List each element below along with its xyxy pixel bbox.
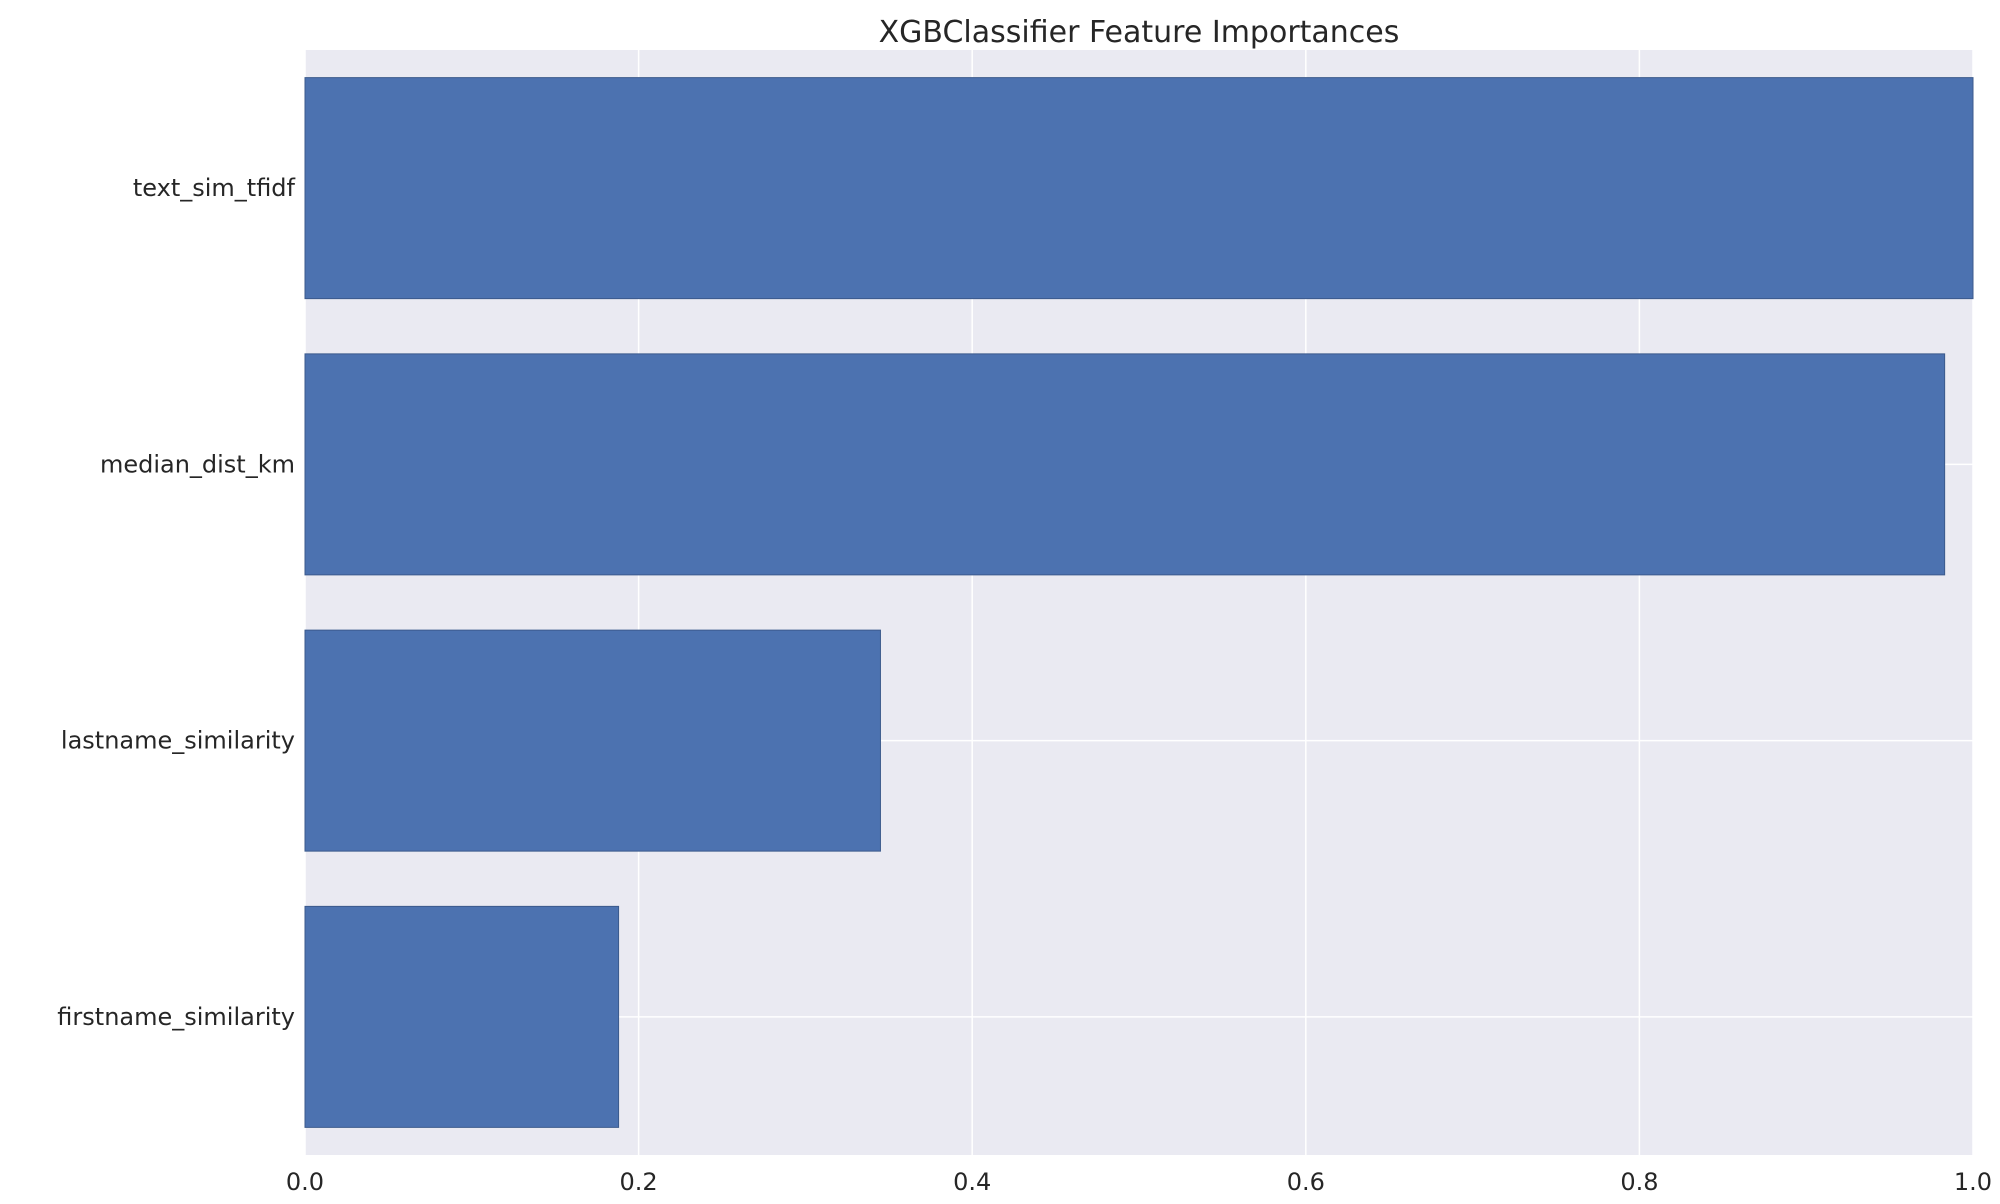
x-tick-label: 0.0 — [286, 1168, 324, 1196]
category-label: lastname_similarity — [61, 727, 295, 755]
bar-lastname-similarity — [304, 629, 881, 852]
x-tick-labels: 0.0 0.2 0.4 0.6 0.8 1.0 — [286, 1168, 1992, 1196]
x-tick-label: 0.4 — [953, 1168, 991, 1196]
category-label: text_sim_tfidf — [133, 174, 296, 202]
category-label: firstname_similarity — [57, 1003, 295, 1031]
x-tick-label: 0.8 — [1620, 1168, 1658, 1196]
category-label: median_dist_km — [100, 450, 295, 478]
x-tick-label: 0.2 — [620, 1168, 658, 1196]
bar-layer — [304, 77, 1974, 1128]
bar-median-dist-km — [304, 353, 1946, 576]
bar-text-sim-tfidf — [304, 77, 1974, 300]
x-tick-label: 1.0 — [1954, 1168, 1992, 1196]
bar-firstname-similarity — [304, 905, 620, 1128]
chart-title: XGBClassifier Feature Importances — [879, 15, 1400, 50]
category-labels: text_sim_tfidf median_dist_km lastname_sim… — [57, 174, 295, 1031]
x-tick-label: 0.6 — [1287, 1168, 1325, 1196]
